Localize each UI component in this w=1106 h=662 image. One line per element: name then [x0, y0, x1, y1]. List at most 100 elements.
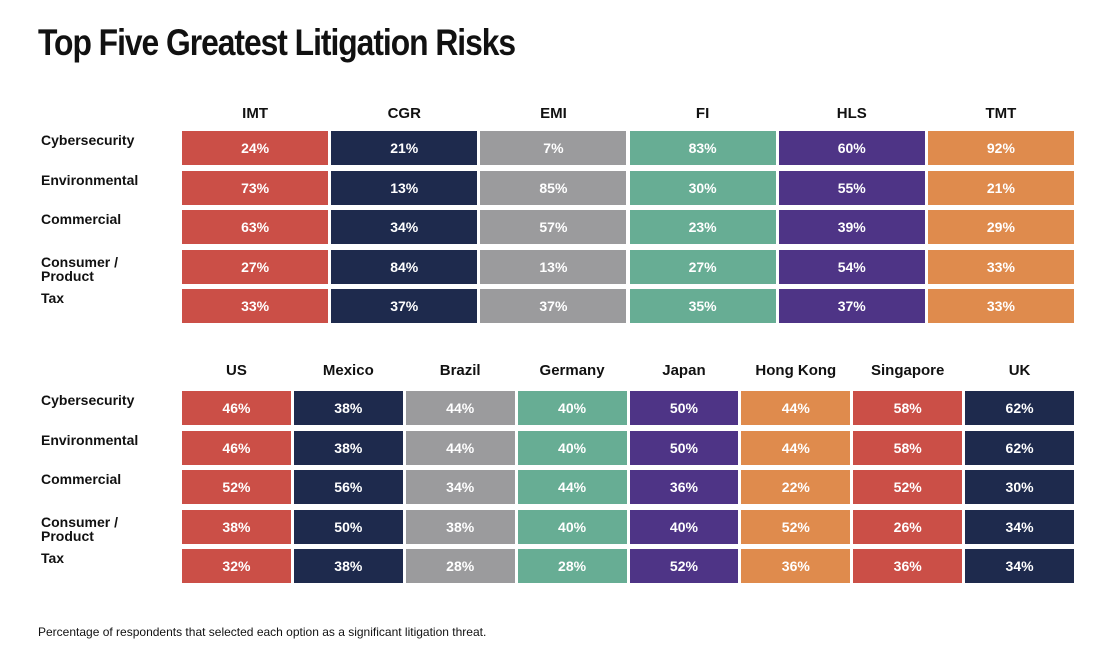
cell-commercial-emi: 57%: [480, 210, 627, 244]
cell-cybersecurity-us: 46%: [182, 391, 291, 425]
cell-consumer-product-japan: 40%: [629, 509, 739, 544]
cell-tax-fi: 35%: [629, 289, 776, 323]
table-row-environmental: Environmental 46% 38% 44% 40% 50% 44% 58% 62%: [0, 430, 1106, 467]
cell-consumer-product-hong-kong: 52%: [741, 509, 851, 544]
table-row-consumer-product: Consumer / Product 38% 50% 38% 40% 40% 52% 26% 3…: [0, 509, 1106, 546]
cell-environmental-imt: 73%: [182, 170, 329, 205]
cell-cybersecurity-singapore: 58%: [853, 391, 963, 425]
cell-consumer-product-fi: 27%: [629, 249, 776, 284]
row-label: Tax: [41, 290, 65, 306]
cell-cybersecurity-mexico: 38%: [293, 391, 403, 425]
cell-consumer-product-brazil: 38%: [405, 509, 515, 544]
cell-consumer-product-germany: 40%: [517, 509, 627, 544]
cell-cybersecurity-fi: 83%: [629, 131, 776, 165]
cell-tax-japan: 52%: [629, 549, 739, 583]
cell-commercial-brazil: 34%: [405, 470, 515, 504]
cell-commercial-hls: 39%: [778, 210, 925, 244]
cell-environmental-mexico: 38%: [293, 430, 403, 465]
cell-tax-germany: 28%: [517, 549, 627, 583]
cell-consumer-product-singapore: 26%: [853, 509, 963, 544]
cell-consumer-product-imt: 27%: [182, 249, 329, 284]
cell-consumer-product-tmt: 33%: [927, 249, 1074, 284]
row-label: Environmental: [41, 171, 139, 188]
cell-environmental-singapore: 58%: [853, 430, 963, 465]
row-label: Environmental: [41, 431, 139, 448]
column-header-singapore: Singapore: [871, 362, 945, 379]
cell-commercial-mexico: 56%: [293, 470, 403, 504]
column-header-germany: Germany: [539, 362, 605, 379]
cell-cybersecurity-emi: 7%: [480, 131, 627, 165]
column-header-us: US: [226, 362, 247, 379]
cell-commercial-imt: 63%: [182, 210, 329, 244]
cell-cybersecurity-germany: 40%: [517, 391, 627, 425]
cell-tax-hong-kong: 36%: [741, 549, 851, 583]
cell-tax-imt: 33%: [182, 289, 329, 323]
table-row-cybersecurity: Cybersecurity 46% 38% 44% 40% 50% 44% 58% 62%: [0, 391, 1106, 427]
cell-tax-mexico: 38%: [293, 549, 403, 583]
cell-environmental-uk: 62%: [965, 430, 1074, 465]
table-row-commercial: Commercial 63% 34% 57% 23% 39% 29%: [0, 210, 1106, 246]
footnote: Percentage of respondents that selected …: [38, 625, 487, 639]
cell-tax-us: 32%: [182, 549, 291, 583]
column-header-emi: EMI: [540, 105, 567, 122]
cell-environmental-hong-kong: 44%: [741, 430, 851, 465]
row-label: Commercial: [41, 211, 122, 227]
cell-environmental-fi: 30%: [629, 170, 776, 205]
cell-commercial-tmt: 29%: [927, 210, 1074, 244]
cell-environmental-tmt: 21%: [927, 170, 1074, 205]
table-row-environmental: Environmental 73% 13% 85% 30% 55% 21%: [0, 170, 1106, 207]
cell-consumer-product-us: 38%: [182, 509, 291, 544]
cell-tax-brazil: 28%: [405, 549, 515, 583]
cell-cybersecurity-hong-kong: 44%: [741, 391, 851, 425]
cell-commercial-uk: 30%: [965, 470, 1074, 504]
cell-consumer-product-cgr: 84%: [331, 249, 478, 284]
column-header-mexico: Mexico: [322, 362, 374, 379]
cell-commercial-fi: 23%: [629, 210, 776, 244]
row-label: Cybersecurity: [41, 132, 135, 148]
row-label: Tax: [41, 550, 65, 566]
cell-tax-uk: 34%: [965, 549, 1074, 583]
row-label: Commercial: [41, 471, 122, 487]
table-row-commercial: Commercial 52% 56% 34% 44% 36% 22% 52% 30%: [0, 470, 1106, 506]
table-row-tax: Tax 33% 37% 37% 35% 37% 33%: [0, 289, 1106, 325]
row-label: Consumer / Product: [41, 513, 119, 544]
column-header-hls: HLS: [836, 105, 867, 122]
cell-tax-cgr: 37%: [331, 289, 478, 323]
cell-environmental-germany: 40%: [517, 430, 627, 465]
cell-tax-emi: 37%: [480, 289, 627, 323]
cell-cybersecurity-tmt: 92%: [927, 131, 1074, 165]
cell-environmental-emi: 85%: [480, 170, 627, 205]
cell-environmental-hls: 55%: [778, 170, 925, 205]
cell-commercial-cgr: 34%: [331, 210, 478, 244]
table-row-tax: Tax 32% 38% 28% 28% 52% 36% 36% 34%: [0, 549, 1106, 585]
cell-commercial-us: 52%: [182, 470, 291, 504]
column-header-brazil: Brazil: [439, 362, 481, 379]
cell-commercial-hong-kong: 22%: [741, 470, 851, 504]
cell-environmental-brazil: 44%: [405, 430, 515, 465]
cell-cybersecurity-uk: 62%: [965, 391, 1074, 425]
cell-consumer-product-emi: 13%: [480, 249, 627, 284]
column-header-fi: FI: [695, 105, 710, 122]
cell-environmental-cgr: 13%: [331, 170, 478, 205]
column-header-cgr: CGR: [387, 105, 421, 122]
cell-cybersecurity-brazil: 44%: [405, 391, 515, 425]
cell-cybersecurity-cgr: 21%: [331, 131, 478, 165]
cell-cybersecurity-japan: 50%: [629, 391, 739, 425]
table-row-consumer-product: Consumer / Product 27% 84% 13% 27% 54% 33%: [0, 249, 1106, 286]
column-header-tmt: TMT: [985, 105, 1017, 122]
cell-commercial-singapore: 52%: [853, 470, 963, 504]
row-label: Cybersecurity: [41, 392, 135, 408]
table-row-cybersecurity: Cybersecurity 24% 21% 7% 83% 60% 92%: [0, 131, 1106, 167]
cell-cybersecurity-hls: 60%: [778, 131, 925, 165]
cell-environmental-japan: 50%: [629, 430, 739, 465]
column-header-uk: UK: [1008, 362, 1031, 379]
cell-environmental-us: 46%: [182, 430, 291, 465]
chart-title: Top Five Greatest Litigation Risks: [38, 22, 516, 63]
cell-consumer-product-hls: 54%: [778, 249, 925, 284]
cell-tax-hls: 37%: [778, 289, 925, 323]
column-header-imt: IMT: [242, 105, 268, 122]
row-label: Consumer / Product: [41, 253, 119, 284]
cell-cybersecurity-imt: 24%: [182, 131, 329, 165]
cell-commercial-germany: 44%: [517, 470, 627, 504]
column-header-japan: Japan: [662, 362, 706, 379]
